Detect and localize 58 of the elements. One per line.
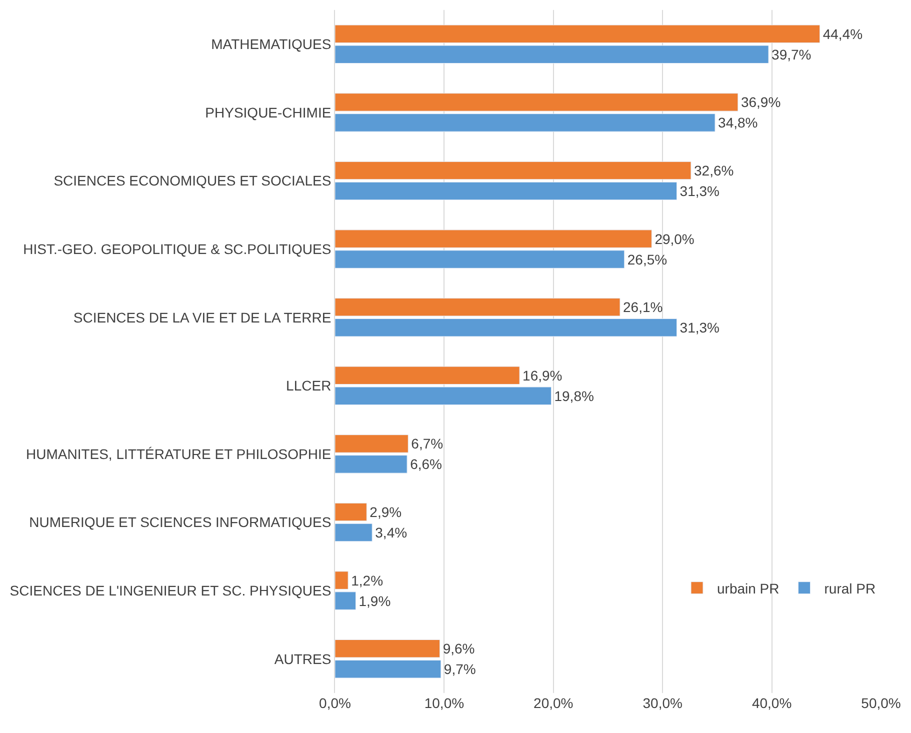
data-label: 29,0%	[654, 230, 694, 247]
bar	[335, 250, 625, 268]
x-tick-label: 20,0%	[534, 695, 574, 711]
bar	[335, 660, 442, 678]
data-label: 19,8%	[554, 388, 594, 404]
bar	[335, 114, 716, 132]
data-label: 6,7%	[411, 436, 444, 452]
bar	[335, 455, 408, 474]
data-label: 26,1%	[623, 299, 663, 316]
legend-label: rural PR	[824, 580, 876, 596]
x-tick-label: 40,0%	[752, 695, 792, 711]
data-label: 39,7%	[772, 46, 812, 62]
bar	[335, 366, 520, 385]
data-label: 31,3%	[680, 182, 720, 199]
data-label: 6,6%	[410, 456, 442, 472]
y-tick-label: SCIENCES DE LA VIE ET DE LA TERRE	[73, 309, 332, 326]
data-label: 1,9%	[358, 592, 391, 609]
data-label: 9,6%	[442, 640, 475, 657]
bar	[335, 298, 620, 316]
bar	[335, 182, 678, 200]
bar	[335, 502, 367, 522]
x-tick-label: 0,0%	[319, 695, 351, 711]
data-label: 3,4%	[375, 524, 408, 540]
y-tick-label: SCIENCES ECONOMIQUES ET SOCIALES	[54, 172, 332, 189]
bar	[335, 523, 372, 542]
data-label: 2,9%	[370, 504, 402, 520]
bar	[335, 639, 440, 658]
data-label: 44,4%	[822, 26, 863, 42]
x-tick-label: 30,0%	[642, 695, 682, 711]
data-label: 16,9%	[522, 367, 562, 384]
data-label: 26,5%	[627, 251, 668, 268]
bar	[335, 318, 678, 337]
bar	[335, 386, 552, 406]
bar	[335, 571, 348, 590]
y-tick-label: MATHEMATIQUES	[211, 36, 332, 52]
data-label: 34,8%	[718, 114, 758, 131]
y-tick-label: HUMANITES, LITTÉRATURE ET PHILOSOPHIE	[26, 446, 332, 462]
data-label: 32,6%	[694, 162, 734, 179]
bar	[335, 230, 652, 248]
data-label: 36,9%	[740, 94, 781, 110]
bar	[335, 45, 769, 64]
y-tick-label: HIST.-GEO. GEOPOLITIQUE & SC.POLITIQUES	[23, 240, 332, 257]
x-tick-label: 50,0%	[861, 695, 901, 711]
y-tick-label: PHYSIQUE-CHIMIE	[205, 104, 332, 120]
bar	[335, 24, 820, 44]
bar	[335, 434, 408, 453]
y-tick-label: SCIENCES DE L'INGENIEUR ET SC. PHYSIQUES	[10, 582, 332, 598]
y-tick-label: NUMERIQUE ET SCIENCES INFORMATIQUES	[29, 514, 332, 530]
legend-label: urbain PR	[717, 580, 780, 596]
bar	[335, 161, 692, 180]
data-label: 31,3%	[680, 320, 720, 336]
bar	[335, 93, 738, 112]
data-label: 9,7%	[444, 661, 476, 678]
x-tick-label: 10,0%	[424, 695, 464, 711]
data-label: 1,2%	[351, 572, 384, 588]
y-tick-label: LLCER	[286, 378, 332, 394]
y-tick-label: AUTRES	[274, 650, 332, 667]
bar	[335, 592, 356, 610]
